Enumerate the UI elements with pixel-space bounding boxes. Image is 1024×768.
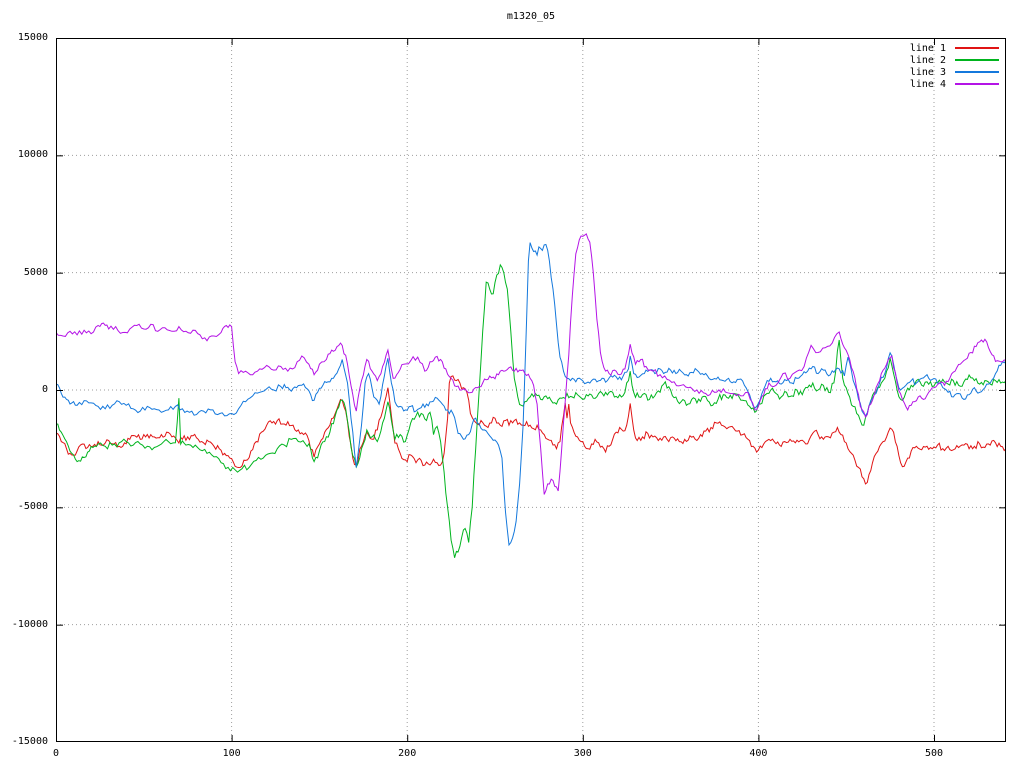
x-tick-label: 100 (222, 748, 241, 759)
legend-line-sample (955, 83, 999, 85)
legend: line 1 line 2 line 3 line 4 (910, 42, 999, 90)
y-tick-label: -10000 (11, 618, 48, 630)
plot-border (56, 38, 1006, 742)
legend-label: line 4 (909, 78, 946, 90)
legend-label: line 3 (909, 66, 946, 78)
series-line-1 (56, 375, 1006, 485)
legend-line-sample (955, 71, 999, 73)
x-tick-label: 300 (573, 748, 592, 759)
series-line-4 (56, 233, 1006, 495)
y-tick-label: 10000 (17, 149, 48, 161)
x-tick-label: 400 (749, 748, 768, 759)
y-tick-label: -5000 (17, 501, 48, 513)
legend-item: line 4 (910, 78, 999, 90)
legend-item: line 1 (910, 42, 999, 54)
legend-item: line 2 (910, 54, 999, 66)
plot-canvas (56, 38, 1006, 742)
y-tick-label: 15000 (17, 32, 48, 43)
y-tick-label: 5000 (23, 266, 48, 278)
series-line-2 (56, 263, 1006, 558)
y-tick-label: 0 (41, 384, 48, 395)
chart-title: m1320_05 (506, 11, 556, 22)
legend-label: line 1 (909, 42, 946, 54)
x-tick-label: 500 (924, 748, 944, 759)
x-tick-label: 200 (398, 748, 417, 759)
legend-line-sample (955, 47, 999, 49)
series-line-3 (56, 242, 1006, 547)
legend-line-sample (955, 59, 999, 61)
x-tick-label: 0 (52, 748, 60, 759)
plot-area (56, 38, 1006, 742)
legend-label: line 2 (909, 54, 946, 66)
legend-item: line 3 (910, 66, 999, 78)
y-tick-label: -15000 (11, 736, 48, 747)
